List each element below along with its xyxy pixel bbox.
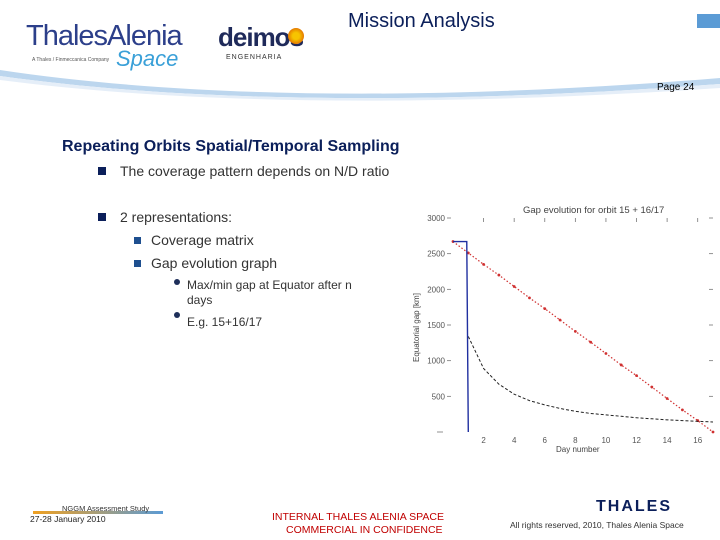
series-point — [543, 307, 547, 310]
x-tick-label: 2 — [481, 436, 486, 445]
y-tick-label: 1500 — [427, 321, 445, 330]
confidentiality-line-1: INTERNAL THALES ALENIA SPACE — [272, 511, 444, 523]
bullet-square-icon — [98, 167, 106, 175]
header-swoosh — [0, 70, 720, 101]
bullet-square-icon — [98, 213, 106, 221]
y-tick-label: 1000 — [427, 357, 445, 366]
thales-alenia-space-logo: ThalesAlenia A Thales / Finmeccanica Com… — [26, 20, 191, 75]
deimos-logo: deimos ENGENHARIA — [218, 22, 318, 67]
series-point — [635, 374, 638, 378]
page-title: Mission Analysis — [348, 10, 495, 32]
logo-wordmark: ThalesAlenia — [26, 20, 183, 52]
sub-sub-bullet-dot-icon — [174, 279, 180, 285]
series-point — [558, 318, 562, 322]
page-number: Page 24 — [657, 82, 695, 93]
footer-accent-line — [33, 511, 163, 514]
y-tick-label: 3000 — [427, 214, 445, 223]
series-point — [589, 340, 593, 344]
x-tick-label: 16 — [693, 436, 702, 445]
chart-y-axis-label: Equatorial gap [km] — [412, 293, 421, 362]
series-line-2 — [453, 240, 469, 433]
x-tick-label: 8 — [573, 436, 578, 445]
bullet-item: The coverage pattern depends on N/D rati… — [120, 163, 390, 179]
thales-logo: THALES — [596, 498, 672, 515]
sub-sub-bullet-item: E.g. 15+16/17 — [187, 315, 263, 329]
x-tick-label: 6 — [543, 436, 548, 445]
deimos-subtitle: ENGENHARIA — [226, 54, 283, 61]
corner-accent — [697, 14, 720, 28]
logo-tagline: A Thales / Finmeccanica Company — [32, 57, 110, 63]
series-point — [604, 352, 608, 355]
bullet-item: 2 representations: — [120, 209, 233, 225]
series-point — [497, 273, 501, 277]
gap-evolution-chart: 500 1000 1500 2000 2500 3000 2 4 6 8 10 12 14 16 Gap … — [412, 205, 715, 454]
confidentiality-line-2: COMMERCIAL IN CONFIDENCE — [286, 524, 443, 536]
sub-bullet-item: Coverage matrix — [151, 232, 254, 248]
chart-x-axis-label: Day number — [556, 445, 600, 454]
series-point — [528, 296, 531, 300]
footer-date: 27-28 January 2010 — [30, 514, 106, 524]
series-point — [650, 385, 654, 389]
slide-heading: Repeating Orbits Spatial/Temporal Sampli… — [62, 138, 400, 155]
series-point — [573, 330, 577, 333]
series-point — [512, 285, 516, 288]
x-tick-label: 10 — [601, 436, 610, 445]
series-point — [681, 408, 684, 412]
x-tick-label: 12 — [632, 436, 641, 445]
logo-script: Space — [116, 46, 179, 71]
x-tick-label: 4 — [512, 436, 517, 445]
series-point — [665, 397, 669, 400]
series-point — [619, 363, 623, 367]
series-line-1 — [467, 336, 714, 423]
chart-title: Gap evolution for orbit 15 + 16/17 — [523, 205, 664, 216]
sub-bullet-square-icon — [134, 237, 141, 244]
sub-bullet-square-icon — [134, 260, 141, 267]
series-line-0 — [452, 241, 714, 433]
y-tick-label: 2000 — [427, 285, 445, 294]
sub-sub-bullet-dot-icon — [174, 312, 180, 318]
y-tick-label: 500 — [432, 392, 446, 401]
series-point — [482, 262, 485, 266]
series-point — [466, 251, 470, 255]
copyright-notice: All rights reserved, 2010, Thales Alenia… — [510, 520, 684, 530]
sub-bullet-item: Gap evolution graph — [151, 255, 278, 271]
x-tick-label: 14 — [663, 436, 672, 445]
sub-sub-bullet-item: Max/min gap at Equator after n days — [187, 278, 352, 307]
footer-event: NGGM Assessment Study — [62, 504, 150, 513]
series-point — [711, 430, 715, 434]
deimos-sun-icon — [288, 28, 304, 44]
y-tick-label: 2500 — [427, 250, 445, 259]
